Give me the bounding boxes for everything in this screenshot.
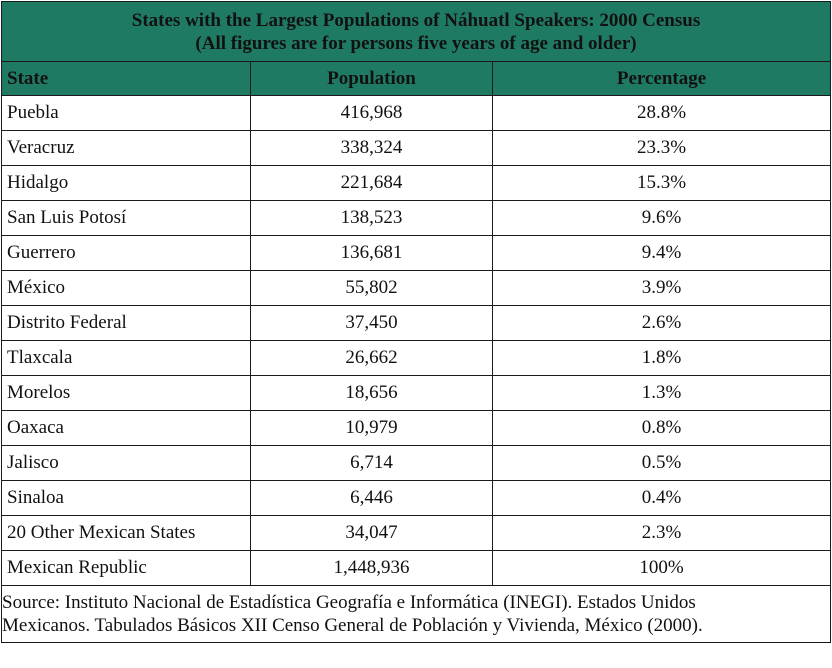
population-cell: 26,662 <box>250 340 493 376</box>
census-table-container: States with the Largest Populations of N… <box>0 1 832 643</box>
state-cell: Guerrero <box>1 235 251 271</box>
percentage-cell: 1.3% <box>491 375 832 411</box>
column-header-state: State <box>1 61 251 96</box>
table-row: Tlaxcala 26,662 1.8% <box>1 340 832 376</box>
state-cell: Jalisco <box>1 445 251 481</box>
source-line-1: Source: Instituto Nacional de Estadístic… <box>2 592 696 613</box>
table-row: Puebla 416,968 28.8% <box>1 95 832 131</box>
table-title: States with the Largest Populations of N… <box>0 1 832 62</box>
population-cell: 338,324 <box>250 130 493 166</box>
state-cell: Veracruz <box>1 130 251 166</box>
state-cell: Morelos <box>1 375 251 411</box>
column-header-percentage: Percentage <box>491 61 832 96</box>
percentage-cell: 2.6% <box>491 305 832 341</box>
census-table: States with the Largest Populations of N… <box>0 1 832 643</box>
source-line-2: Mexicanos. Tabulados Básicos XII Censo G… <box>2 615 703 636</box>
percentage-cell: 9.4% <box>491 235 832 271</box>
table-row: 20 Other Mexican States 34,047 2.3% <box>1 515 832 551</box>
table-row: Jalisco 6,714 0.5% <box>1 445 832 481</box>
population-cell: 55,802 <box>250 270 493 306</box>
percentage-cell: 15.3% <box>491 165 832 201</box>
population-cell: 10,979 <box>250 410 493 446</box>
source-note: Source: Instituto Nacional de Estadístic… <box>0 585 832 643</box>
percentage-cell: 2.3% <box>491 515 832 551</box>
percentage-cell: 0.5% <box>491 445 832 481</box>
population-cell: 37,450 <box>250 305 493 341</box>
table-title-line-2: (All figures are for persons five years … <box>195 32 637 54</box>
population-cell: 18,656 <box>250 375 493 411</box>
population-cell: 34,047 <box>250 515 493 551</box>
population-cell: 6,714 <box>250 445 493 481</box>
state-cell: Sinaloa <box>1 480 251 516</box>
table-row: Sinaloa 6,446 0.4% <box>1 480 832 516</box>
percentage-cell: 100% <box>491 550 832 586</box>
percentage-cell: 3.9% <box>491 270 832 306</box>
table-title-row: States with the Largest Populations of N… <box>0 1 832 62</box>
table-row: Hidalgo 221,684 15.3% <box>1 165 832 201</box>
state-cell: Mexican Republic <box>1 550 251 586</box>
table-row: Oaxaca 10,979 0.8% <box>1 410 832 446</box>
state-cell: Oaxaca <box>1 410 251 446</box>
table-row: San Luis Potosí 138,523 9.6% <box>1 200 832 236</box>
state-cell: Hidalgo <box>1 165 251 201</box>
table-title-line-1: States with the Largest Populations of N… <box>131 9 701 31</box>
column-header-population: Population <box>250 61 493 96</box>
percentage-cell: 28.8% <box>491 95 832 131</box>
population-cell: 1,448,936 <box>250 550 493 586</box>
population-cell: 416,968 <box>250 95 493 131</box>
table-row: México 55,802 3.9% <box>1 270 832 306</box>
percentage-cell: 0.4% <box>491 480 832 516</box>
table-row: Veracruz 338,324 23.3% <box>1 130 832 166</box>
percentage-cell: 23.3% <box>491 130 832 166</box>
state-cell: 20 Other Mexican States <box>1 515 251 551</box>
table-row: Guerrero 136,681 9.4% <box>1 235 832 271</box>
column-header-row: State Population Percentage <box>1 61 832 96</box>
table-row-total: Mexican Republic 1,448,936 100% <box>1 550 832 586</box>
state-cell: Puebla <box>1 95 251 131</box>
population-cell: 6,446 <box>250 480 493 516</box>
population-cell: 221,684 <box>250 165 493 201</box>
table-row: Morelos 18,656 1.3% <box>1 375 832 411</box>
population-cell: 138,523 <box>250 200 493 236</box>
state-cell: México <box>1 270 251 306</box>
percentage-cell: 1.8% <box>491 340 832 376</box>
percentage-cell: 9.6% <box>491 200 832 236</box>
percentage-cell: 0.8% <box>491 410 832 446</box>
source-row: Source: Instituto Nacional de Estadístic… <box>0 585 832 643</box>
state-cell: Tlaxcala <box>1 340 251 376</box>
state-cell: Distrito Federal <box>1 305 251 341</box>
population-cell: 136,681 <box>250 235 493 271</box>
table-row: Distrito Federal 37,450 2.6% <box>1 305 832 341</box>
state-cell: San Luis Potosí <box>1 200 251 236</box>
